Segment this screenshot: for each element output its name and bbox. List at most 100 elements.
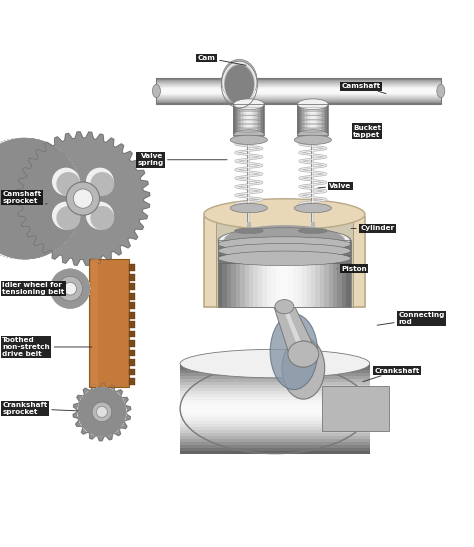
Ellipse shape xyxy=(299,228,327,234)
Circle shape xyxy=(87,168,113,195)
Ellipse shape xyxy=(223,61,256,102)
Bar xyxy=(180,379,370,382)
Bar xyxy=(305,104,307,135)
Ellipse shape xyxy=(303,228,323,234)
Ellipse shape xyxy=(307,228,319,234)
Bar xyxy=(89,259,129,387)
Ellipse shape xyxy=(223,62,255,103)
Ellipse shape xyxy=(78,387,126,437)
Bar xyxy=(316,104,318,135)
Bar xyxy=(180,397,370,400)
Bar xyxy=(302,240,307,307)
Ellipse shape xyxy=(77,387,127,437)
Bar xyxy=(271,240,275,307)
Bar xyxy=(235,104,237,135)
Ellipse shape xyxy=(50,269,90,309)
Ellipse shape xyxy=(78,387,126,437)
Bar xyxy=(241,104,243,135)
Bar xyxy=(180,376,370,379)
Circle shape xyxy=(91,207,114,229)
Bar xyxy=(233,104,264,135)
Ellipse shape xyxy=(225,65,254,104)
Ellipse shape xyxy=(0,138,83,259)
Text: Crankshaft
sprocket: Crankshaft sprocket xyxy=(2,402,78,415)
Ellipse shape xyxy=(0,138,83,259)
Bar xyxy=(258,240,262,307)
Circle shape xyxy=(57,207,80,229)
Bar xyxy=(180,394,370,397)
Ellipse shape xyxy=(237,228,261,234)
Bar xyxy=(156,98,441,99)
Bar xyxy=(156,78,441,79)
Ellipse shape xyxy=(0,138,83,259)
Ellipse shape xyxy=(50,269,90,309)
Bar xyxy=(180,403,370,405)
Bar xyxy=(218,244,351,249)
Ellipse shape xyxy=(298,130,328,141)
Bar xyxy=(311,240,315,307)
Ellipse shape xyxy=(77,387,127,437)
Ellipse shape xyxy=(77,387,127,437)
Bar xyxy=(156,85,441,86)
Bar xyxy=(156,102,441,103)
Ellipse shape xyxy=(246,228,252,234)
Ellipse shape xyxy=(301,228,325,234)
Ellipse shape xyxy=(221,60,257,102)
Circle shape xyxy=(87,202,113,229)
Bar xyxy=(180,400,370,403)
Circle shape xyxy=(66,182,100,215)
Ellipse shape xyxy=(221,227,347,254)
Ellipse shape xyxy=(0,138,83,259)
Ellipse shape xyxy=(218,251,351,266)
Polygon shape xyxy=(283,307,306,354)
Ellipse shape xyxy=(222,60,256,102)
Ellipse shape xyxy=(225,65,254,103)
Ellipse shape xyxy=(153,84,160,98)
Ellipse shape xyxy=(0,138,83,259)
Bar xyxy=(218,251,351,255)
Ellipse shape xyxy=(246,228,251,234)
Ellipse shape xyxy=(223,226,346,255)
Circle shape xyxy=(53,168,79,195)
Bar xyxy=(156,90,441,91)
Bar xyxy=(249,104,250,135)
Ellipse shape xyxy=(180,350,370,378)
Ellipse shape xyxy=(50,269,90,309)
Ellipse shape xyxy=(270,314,318,389)
Ellipse shape xyxy=(223,62,255,103)
Bar xyxy=(337,240,342,307)
Ellipse shape xyxy=(222,61,256,102)
Bar xyxy=(256,104,258,135)
Ellipse shape xyxy=(78,387,126,437)
Bar xyxy=(180,435,370,439)
Ellipse shape xyxy=(77,387,127,437)
Ellipse shape xyxy=(235,228,263,234)
Bar xyxy=(247,104,249,135)
Ellipse shape xyxy=(78,387,126,437)
Ellipse shape xyxy=(222,60,257,102)
Text: Camshaft
sprocket: Camshaft sprocket xyxy=(2,191,47,204)
Ellipse shape xyxy=(50,269,90,309)
Bar xyxy=(180,423,370,427)
Ellipse shape xyxy=(0,138,83,259)
Bar xyxy=(254,240,258,307)
Bar xyxy=(180,421,370,423)
Bar xyxy=(236,240,240,307)
Bar xyxy=(289,240,293,307)
Ellipse shape xyxy=(224,63,255,103)
Bar xyxy=(156,101,441,102)
Text: Idler wheel for
tensioning belt: Idler wheel for tensioning belt xyxy=(2,282,64,295)
Ellipse shape xyxy=(302,228,324,234)
Ellipse shape xyxy=(50,269,90,309)
Circle shape xyxy=(73,189,92,208)
Ellipse shape xyxy=(300,228,326,234)
Ellipse shape xyxy=(223,226,346,254)
Bar xyxy=(301,104,302,135)
Ellipse shape xyxy=(220,228,348,253)
Bar xyxy=(129,359,136,366)
Ellipse shape xyxy=(221,227,348,253)
Ellipse shape xyxy=(241,228,256,234)
Bar xyxy=(216,217,353,307)
Ellipse shape xyxy=(225,225,344,255)
Bar xyxy=(129,302,136,309)
